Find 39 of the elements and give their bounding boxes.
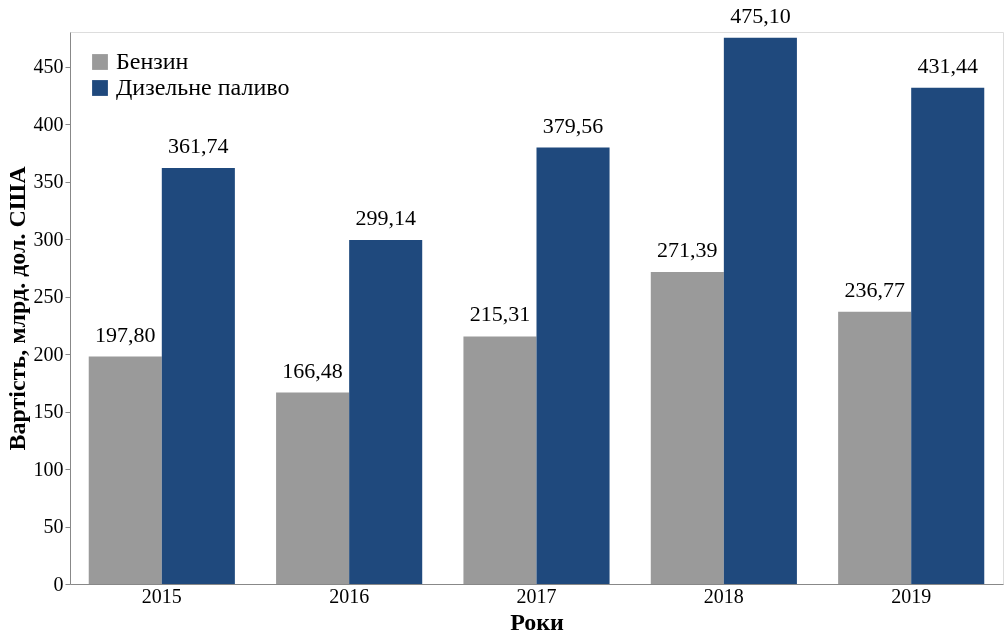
bar xyxy=(650,271,724,584)
bar xyxy=(88,356,162,584)
bar xyxy=(276,392,350,584)
y-tick-label: 150 xyxy=(33,400,64,422)
y-tick-label: 400 xyxy=(33,112,64,135)
data-label: 271,39 xyxy=(657,236,718,262)
y-tick-label: 350 xyxy=(33,170,64,192)
data-label: 379,56 xyxy=(542,112,604,138)
y-tick-label: 100 xyxy=(33,457,64,480)
y-axis-title: Вартість, млрд. дол. США xyxy=(3,165,30,451)
x-tick-label: 2015 xyxy=(141,584,182,607)
data-label: 299,14 xyxy=(355,204,416,230)
x-tick-label: 2016 xyxy=(329,584,370,607)
y-tick-label: 250 xyxy=(33,285,64,307)
y-tick-label: 300 xyxy=(33,227,64,250)
data-label: 166,48 xyxy=(282,357,343,383)
x-tick-label: 2018 xyxy=(703,584,744,607)
bar xyxy=(838,311,912,584)
x-tick-label: 2019 xyxy=(891,584,932,607)
bar xyxy=(911,87,985,584)
x-tick-label: 2017 xyxy=(516,584,557,607)
data-label: 215,31 xyxy=(469,301,531,327)
data-label: 236,77 xyxy=(844,276,905,302)
y-tick-label: 50 xyxy=(43,515,64,537)
y-tick-label: 0 xyxy=(53,572,64,595)
y-tick-label: 200 xyxy=(33,342,64,365)
bar xyxy=(536,147,610,584)
legend-label: Дизельне паливо xyxy=(116,74,290,100)
bar xyxy=(349,239,423,584)
data-label: 361,74 xyxy=(168,133,229,158)
data-label: 475,10 xyxy=(730,2,791,28)
data-label: 197,80 xyxy=(95,321,156,347)
legend-label: Бензин xyxy=(116,48,189,74)
bar xyxy=(723,37,797,584)
bar xyxy=(463,336,537,584)
bar xyxy=(161,168,235,584)
data-label: 431,44 xyxy=(917,52,978,78)
y-tick-label: 450 xyxy=(33,55,64,77)
x-axis-title: Роки xyxy=(510,608,565,635)
